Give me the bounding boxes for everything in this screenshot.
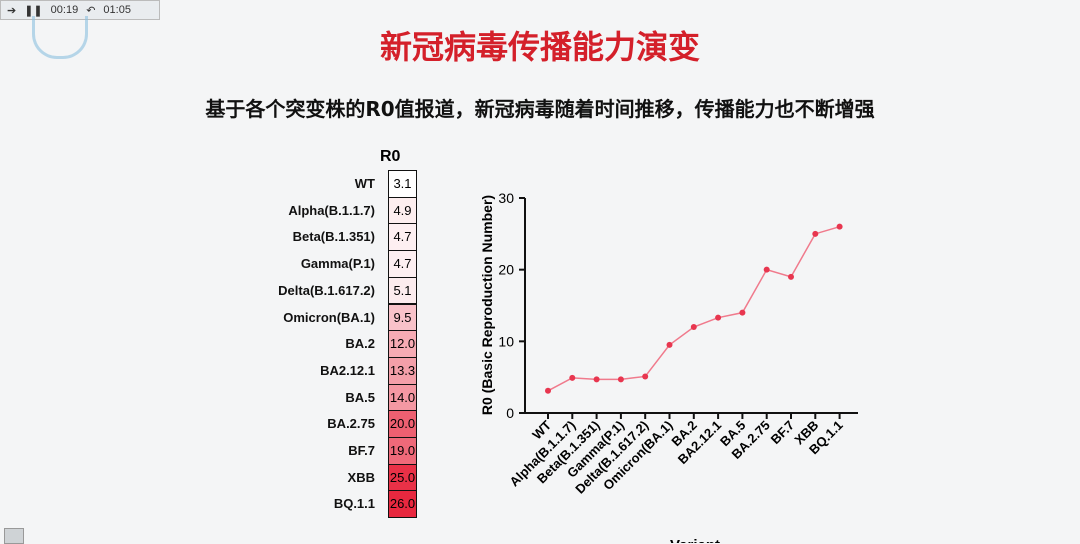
data-point xyxy=(593,376,600,383)
pause-icon[interactable]: ❚❚ xyxy=(24,4,43,17)
elapsed-time: 00:19 xyxy=(50,4,79,16)
data-point xyxy=(690,324,697,330)
data-point xyxy=(812,230,819,237)
row-label: Delta(B.1.617.2) xyxy=(278,282,375,298)
r0-cell: 25.0 xyxy=(388,463,417,492)
data-point xyxy=(836,223,843,230)
data-point xyxy=(715,314,722,321)
data-point xyxy=(545,387,551,394)
x-tick-label: BF.7 xyxy=(768,418,798,448)
r0-cell: 13.3 xyxy=(388,356,417,385)
row-label: Beta(B.1.351) xyxy=(292,229,375,245)
data-point xyxy=(788,273,794,280)
row-label: BA.5 xyxy=(345,389,375,405)
data-point xyxy=(666,341,673,348)
data-point xyxy=(642,373,649,380)
r0-cell: 12.0 xyxy=(388,330,417,358)
r0-cell: 26.0 xyxy=(388,490,417,519)
rewind-icon[interactable]: ↶ xyxy=(86,4,96,17)
r0-cell: 4.7 xyxy=(388,223,417,252)
row-label: Omicron(BA.1) xyxy=(283,309,375,325)
y-axis-label: R0 (Basic Reproduction Number) xyxy=(479,195,495,415)
y-tick-label: 10 xyxy=(498,333,514,349)
row-label: WT xyxy=(354,176,375,191)
row-label: BA.2 xyxy=(345,336,375,352)
menu-icon[interactable] xyxy=(4,528,24,544)
data-point xyxy=(763,266,770,273)
row-label: BQ.1.1 xyxy=(333,496,375,512)
data-point xyxy=(617,376,624,383)
university-logo xyxy=(32,16,88,59)
data-point xyxy=(739,309,746,316)
series-line xyxy=(547,225,840,392)
row-label: BA.2.75 xyxy=(327,416,375,432)
r0-cell: 19.0 xyxy=(388,437,417,465)
row-label: Gamma(P.1) xyxy=(300,256,375,272)
data-point xyxy=(569,374,576,381)
row-label: BA2.12.1 xyxy=(320,362,375,378)
table-header: R0 xyxy=(380,148,401,165)
row-label: XBB xyxy=(347,469,375,485)
row-label: Alpha(B.1.1.7) xyxy=(288,202,375,218)
total-time: 01:05 xyxy=(103,4,131,16)
forward-icon[interactable]: ➔ xyxy=(7,4,17,17)
y-tick-label: 20 xyxy=(498,262,514,278)
slide-title: 新冠病毒传播能力演变 xyxy=(379,28,700,66)
y-tick-label: 30 xyxy=(498,190,514,206)
y-tick-label: 0 xyxy=(506,405,514,421)
x-axis-label: Variant xyxy=(670,537,720,543)
row-label: BF.7 xyxy=(348,443,375,458)
slide-subtitle: 基于各个突变株的R0值报道，新冠病毒随着时间推移，传播能力也不断增强 xyxy=(205,97,875,121)
